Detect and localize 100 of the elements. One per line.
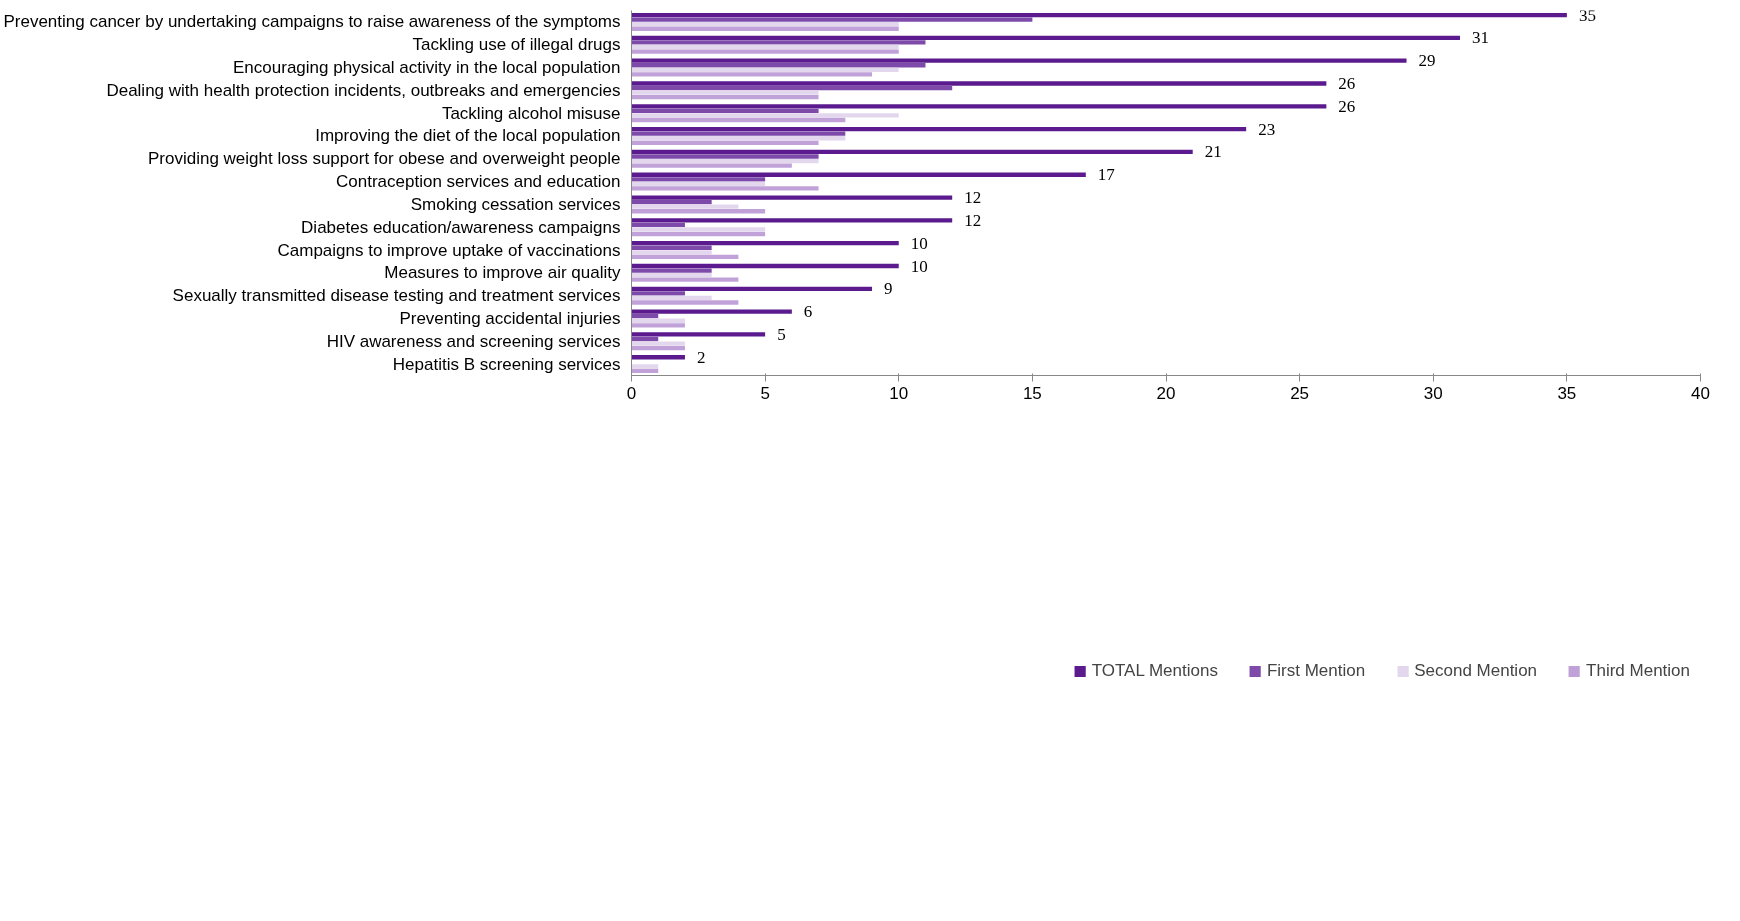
legend-label: Third Mention <box>1586 661 1690 681</box>
bar <box>631 332 766 337</box>
bar <box>631 336 659 342</box>
y-tick-label: Tackling alcohol misuse <box>441 103 621 123</box>
bar <box>631 309 792 314</box>
y-tick-label: Improving the diet of the local population <box>315 126 621 146</box>
x-tick-label: 40 <box>1691 383 1710 403</box>
bar <box>631 227 766 232</box>
y-tick-label: Encouraging physical activity in the local population <box>233 58 621 78</box>
bar <box>631 154 819 159</box>
bar <box>631 12 1567 18</box>
bar <box>631 149 1193 155</box>
data-label: 9 <box>884 279 893 299</box>
data-label: 31 <box>1471 28 1489 48</box>
y-tick-label: Dealing with health protection incidents, outbreaks and emergencies <box>106 80 621 100</box>
bar <box>631 204 739 209</box>
bar <box>631 263 899 269</box>
x-tick-label: 30 <box>1423 383 1443 403</box>
bar <box>631 140 819 145</box>
bar <box>631 277 739 282</box>
y-tick-label: Preventing cancer by undertaking campaigns to raise awareness of the symptoms <box>3 12 621 32</box>
bar <box>631 44 899 50</box>
data-label: 12 <box>964 210 982 230</box>
legend-label: Second Mention <box>1414 661 1538 681</box>
bar <box>631 104 1327 109</box>
bar <box>631 314 659 319</box>
bar <box>631 26 899 31</box>
y-tick-label: Hepatitis B screening services <box>392 354 621 374</box>
y-tick-label: Tackling use of illegal drugs <box>412 35 621 55</box>
data-label: 10 <box>910 256 928 276</box>
bar <box>631 158 819 164</box>
bar <box>631 355 685 360</box>
bar <box>631 72 873 77</box>
bar <box>631 218 953 223</box>
data-label: 10 <box>910 233 928 253</box>
y-tick-label: Providing weight loss support for obese and overweight people <box>147 149 621 169</box>
x-tick-label: 35 <box>1557 383 1577 403</box>
y-tick-label: Diabetes education/awareness campaigns <box>301 217 621 237</box>
bar <box>631 81 1327 86</box>
bar <box>631 108 819 114</box>
data-label: 12 <box>964 188 982 208</box>
x-tick-label: 25 <box>1290 383 1310 403</box>
bar <box>631 58 1407 63</box>
bar <box>631 22 899 27</box>
bar <box>631 113 899 118</box>
bar <box>631 295 712 301</box>
bar <box>631 49 899 54</box>
y-tick-label: Campaigns to improve uptake of vaccinations <box>277 240 621 260</box>
x-tick-label: 10 <box>889 383 909 403</box>
bar <box>631 268 712 273</box>
data-label: 21 <box>1204 142 1222 162</box>
bar <box>631 318 685 323</box>
bar <box>631 199 712 205</box>
data-label: 2 <box>696 347 706 367</box>
bar <box>631 195 953 200</box>
x-tick-label: 15 <box>1022 383 1042 403</box>
bar <box>631 368 659 374</box>
x-tick-label: 0 <box>626 383 637 403</box>
bar <box>631 177 766 182</box>
bar <box>631 364 659 369</box>
bar <box>631 17 1033 22</box>
bar <box>631 131 846 136</box>
bar <box>631 345 685 351</box>
y-tick-label: Measures to improve air quality <box>384 263 621 283</box>
y-tick-label: Smoking cessation services <box>410 194 621 214</box>
bar <box>631 286 873 291</box>
data-label: 5 <box>777 324 786 344</box>
bar <box>631 231 766 237</box>
bar <box>631 341 685 346</box>
bar <box>631 35 1460 41</box>
bar <box>631 126 1247 132</box>
bar <box>631 90 819 95</box>
bar <box>631 291 685 296</box>
y-tick-label: Preventing accidental injuries <box>399 308 621 328</box>
y-tick-label: Contraception services and education <box>336 172 621 192</box>
y-tick-label: Sexually transmitted disease testing and treatment services <box>172 286 621 306</box>
bar <box>631 323 685 328</box>
bar <box>631 186 819 191</box>
bar <box>631 245 712 250</box>
bar <box>631 63 926 68</box>
bar <box>631 172 1086 177</box>
legend-label: First Mention <box>1266 661 1366 681</box>
bar <box>631 250 712 255</box>
bar <box>631 136 846 141</box>
bar <box>631 163 792 168</box>
data-label: 6 <box>803 302 813 322</box>
bar <box>631 67 899 72</box>
bar <box>631 95 819 100</box>
bar <box>631 300 739 305</box>
bar <box>631 209 766 214</box>
data-label: 26 <box>1338 96 1356 116</box>
x-tick-label: 20 <box>1156 383 1176 403</box>
x-tick-label: 5 <box>760 383 770 403</box>
bar <box>631 40 926 45</box>
bar <box>631 222 685 228</box>
data-label: 29 <box>1418 51 1436 71</box>
bar <box>631 117 846 123</box>
data-label: 23 <box>1258 119 1276 139</box>
bar <box>631 254 739 260</box>
data-label: 17 <box>1097 165 1116 185</box>
